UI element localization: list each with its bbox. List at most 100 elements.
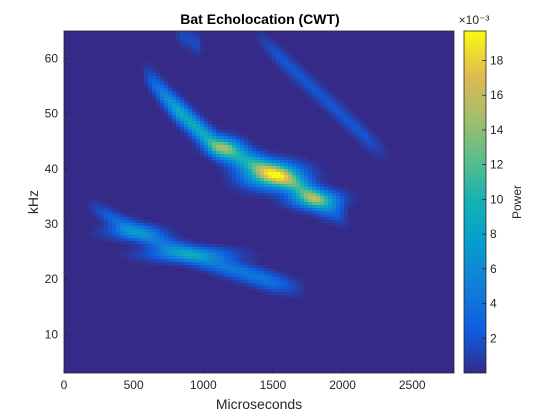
heatmap-cell (304, 208, 309, 212)
heatmap-cell (252, 154, 257, 158)
heatmap-cell (260, 40, 265, 44)
heatmap-cell (336, 115, 341, 119)
heatmap-cell (220, 262, 225, 266)
heatmap-cell (292, 163, 297, 167)
heatmap-cell (256, 181, 261, 185)
heatmap-cell (240, 283, 245, 287)
heatmap-cell (260, 184, 265, 188)
heatmap-cell (120, 217, 125, 221)
heatmap-cell (156, 256, 161, 260)
heatmap-cell (328, 196, 333, 200)
heatmap-cell (256, 268, 261, 272)
heatmap-cell (164, 82, 169, 86)
heatmap-cell (252, 271, 257, 275)
heatmap-cell (108, 208, 113, 212)
heatmap-cell (172, 265, 177, 269)
heatmap-cell (344, 208, 349, 212)
heatmap-cell (176, 265, 181, 269)
heatmap-cell (308, 97, 313, 101)
heatmap-cell (164, 223, 169, 227)
heatmap-cell (136, 253, 141, 257)
heatmap-cell (248, 145, 253, 149)
heatmap-cell (184, 247, 189, 251)
heatmap-cell (272, 49, 277, 53)
heatmap-cell (144, 250, 149, 254)
heatmap-cell (96, 217, 101, 221)
heatmap-cell (256, 193, 261, 197)
heatmap-cell (180, 247, 185, 251)
heatmap-cell (200, 247, 205, 251)
heatmap-cell (192, 43, 197, 47)
heatmap-cell (380, 154, 385, 158)
heatmap-cell (184, 241, 189, 245)
heatmap-cell (160, 106, 165, 110)
heatmap-cell (188, 262, 193, 266)
heatmap-cell (144, 229, 149, 233)
heatmap-cell (164, 97, 169, 101)
heatmap-cell (196, 124, 201, 128)
heatmap-cell (332, 214, 337, 218)
heatmap-cell (328, 208, 333, 212)
heatmap-cell (100, 211, 105, 215)
heatmap-cell (340, 115, 345, 119)
heatmap-cell (188, 244, 193, 248)
heatmap-cell (288, 286, 293, 290)
heatmap-cell (380, 142, 385, 146)
heatmap-cell (96, 208, 101, 212)
heatmap-cell (304, 163, 309, 167)
heatmap-cell (316, 208, 321, 212)
heatmap-cell (300, 76, 305, 80)
heatmap-cell (208, 151, 213, 155)
heatmap-cell (276, 55, 281, 59)
heatmap-cell (228, 172, 233, 176)
heatmap-cell (336, 211, 341, 215)
heatmap-cell (240, 265, 245, 269)
heatmap-cell (168, 259, 173, 263)
heatmap-cell (200, 49, 205, 53)
heatmap-cell (352, 118, 357, 122)
heatmap-cell (220, 277, 225, 281)
heatmap-cell (268, 58, 273, 62)
heatmap-cell (344, 118, 349, 122)
heatmap-cell (328, 112, 333, 116)
heatmap-cell (140, 235, 145, 239)
heatmap-cell (144, 223, 149, 227)
heatmap-cell (192, 124, 197, 128)
heatmap-cell (336, 208, 341, 212)
heatmap-cell (200, 46, 205, 50)
heatmap-cell (280, 184, 285, 188)
heatmap-cell (336, 190, 341, 194)
heatmap-cell (188, 100, 193, 104)
heatmap-cell (252, 142, 257, 146)
heatmap-cell (248, 277, 253, 281)
heatmap-cell (308, 88, 313, 92)
heatmap-cell (216, 247, 221, 251)
heatmap-cell (240, 172, 245, 176)
heatmap-cell (152, 223, 157, 227)
heatmap-cell (316, 172, 321, 176)
heatmap-cell (260, 154, 265, 158)
heatmap-cell (140, 259, 145, 263)
heatmap-cell (292, 205, 297, 209)
heatmap-cell (384, 157, 389, 161)
heatmap-cell (328, 214, 333, 218)
heatmap-cell (272, 190, 277, 194)
heatmap-cell (272, 175, 277, 179)
heatmap-cell (224, 130, 229, 134)
heatmap-cell (152, 238, 157, 242)
heatmap-cell (164, 88, 169, 92)
heatmap-cell (228, 253, 233, 257)
heatmap-cell (340, 217, 345, 221)
heatmap-cell (220, 136, 225, 140)
heatmap-cell (364, 142, 369, 146)
heatmap-cell (332, 94, 337, 98)
heatmap-cell (336, 226, 341, 230)
heatmap-cell (220, 145, 225, 149)
heatmap-cell (224, 253, 229, 257)
heatmap-cell (308, 214, 313, 218)
heatmap-cell (216, 169, 221, 173)
heatmap-cell (332, 115, 337, 119)
heatmap-cell (160, 250, 165, 254)
heatmap-cell (220, 271, 225, 275)
heatmap-cell (224, 136, 229, 140)
